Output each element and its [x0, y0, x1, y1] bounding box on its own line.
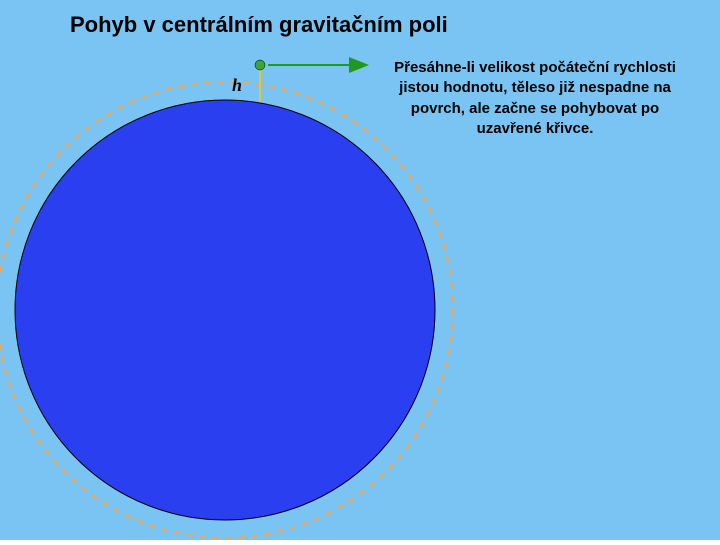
desc-line-3: povrch, ale začne se pohybovat po	[411, 100, 659, 117]
desc-line-1: Přesáhne-li velikost počáteční rychlosti	[394, 59, 676, 76]
description-text: Přesáhne-li velikost počáteční rychlosti…	[380, 58, 690, 139]
desc-line-4: uzavřené křivce.	[477, 120, 594, 137]
h-label: h	[232, 75, 242, 96]
satellite-dot	[255, 60, 265, 70]
desc-line-2: jistou hodnotu, těleso již nespadne na	[399, 79, 671, 96]
planet-circle	[15, 100, 435, 520]
slide-title: Pohyb v centrálním gravitačním poli	[70, 12, 448, 38]
